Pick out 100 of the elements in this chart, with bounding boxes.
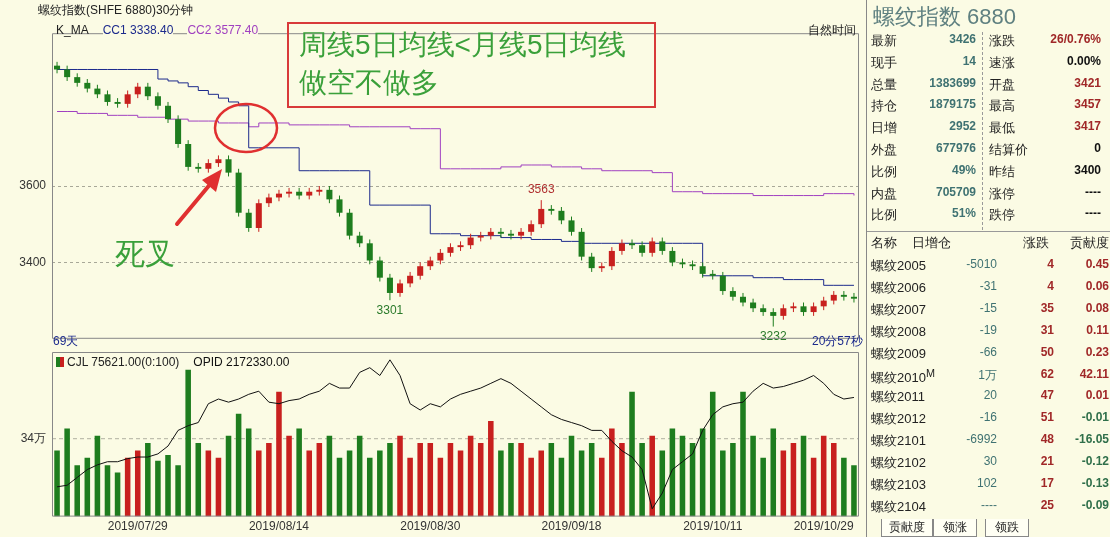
candlestick <box>366 238 373 265</box>
text: -6992 <box>966 432 997 447</box>
text: 日增 <box>871 119 897 138</box>
text: ---- <box>981 497 997 512</box>
text: -5010 <box>966 257 997 271</box>
candlestick <box>286 187 293 198</box>
text: 涨停 <box>989 184 1015 203</box>
bar <box>730 443 736 517</box>
text: -0.12 <box>1081 454 1109 469</box>
text: 3457 <box>1074 97 1101 112</box>
bar <box>538 450 545 517</box>
candlestick <box>336 195 343 218</box>
text: 外盘 <box>871 141 897 159</box>
bar <box>195 443 202 517</box>
text: 0.06 <box>1085 278 1109 293</box>
text: 51% <box>951 206 976 221</box>
text: 开盘 <box>989 75 1015 94</box>
annotation: 周线5日均线<月线5日均线做空不做多 <box>287 22 656 108</box>
bar <box>498 450 504 517</box>
text: 4 <box>1047 278 1054 293</box>
text: 30 <box>983 454 997 469</box>
x-tick-label: 2019/07/29 <box>107 519 169 534</box>
text: 26/0.76% <box>1050 32 1101 46</box>
text: 涨跌 <box>1023 234 1049 252</box>
text: 20 <box>983 388 997 403</box>
text: 677976 <box>935 141 976 155</box>
text: 705709 <box>935 184 976 199</box>
candlestick <box>245 208 252 233</box>
candlestick <box>729 286 736 302</box>
text: 领涨 <box>933 519 977 537</box>
text: 2952 <box>949 119 976 134</box>
text: 昨结 <box>989 162 1015 181</box>
text: 0.11 <box>1086 322 1109 337</box>
text: -15 <box>979 300 997 315</box>
text: 49% <box>951 162 976 177</box>
text: ---- <box>1085 184 1101 199</box>
candlestick <box>64 65 71 82</box>
bar <box>528 457 534 517</box>
text: 1万 <box>978 366 997 384</box>
bar <box>296 428 302 517</box>
text: -0.09 <box>1081 497 1109 512</box>
text: 最低 <box>989 119 1015 138</box>
text: -31 <box>979 278 997 293</box>
text: 3426 <box>949 32 976 46</box>
text: 0.00% <box>1066 53 1101 68</box>
text: CC1 3338.40 <box>102 23 174 37</box>
text: 50 <box>1040 344 1054 359</box>
candlestick <box>568 216 575 237</box>
candlestick <box>719 271 726 296</box>
bar <box>54 450 60 517</box>
annotation: 69天 <box>53 333 79 350</box>
bar <box>256 450 262 517</box>
bar <box>377 450 383 517</box>
annotation: 自然时间 <box>808 22 856 39</box>
bar <box>417 443 423 517</box>
text: 日增仓 <box>912 234 951 252</box>
bar <box>841 457 847 517</box>
bar <box>831 443 837 517</box>
bar <box>709 391 716 517</box>
text: 内盘 <box>871 184 897 203</box>
text: 贡献度 <box>881 519 933 537</box>
bar <box>185 369 191 517</box>
annotation: 3563 <box>527 182 555 197</box>
text: ---- <box>1085 206 1101 221</box>
text: 跌停 <box>989 206 1015 225</box>
text: 涨跌 <box>989 32 1015 50</box>
text: 42.11 <box>1079 366 1109 381</box>
text: 102 <box>976 476 997 490</box>
annotation: 3301 <box>376 302 404 317</box>
text: 名称 <box>871 234 897 252</box>
text: 0.01 <box>1085 388 1109 403</box>
text: 螺纹2009 <box>871 344 926 363</box>
bar <box>508 443 514 517</box>
candlestick <box>185 139 192 172</box>
text: 现手 <box>871 53 897 72</box>
text: 螺纹指数 6880 <box>873 3 1017 31</box>
text: 3417 <box>1074 119 1101 134</box>
text: 比例 <box>871 162 897 181</box>
text: 螺纹2006 <box>871 278 926 297</box>
text: 总量 <box>871 75 897 94</box>
x-tick-label: 2019/10/11 <box>683 519 743 534</box>
bar <box>175 465 181 517</box>
candlestick <box>518 227 525 240</box>
text: -19 <box>979 322 997 337</box>
annotation: 3232 <box>759 328 787 343</box>
candlestick <box>164 101 172 124</box>
x-tick-label: 2019/08/14 <box>248 519 310 534</box>
bar <box>488 421 494 517</box>
bar <box>770 428 777 517</box>
candlestick <box>850 292 857 304</box>
bar <box>145 443 151 517</box>
candlestick <box>497 227 504 239</box>
text: 结算价 <box>989 141 1028 159</box>
text: 速涨 <box>989 53 1015 72</box>
text: 螺纹2005 <box>871 257 926 275</box>
bar <box>155 460 161 517</box>
text: 0.08 <box>1085 300 1109 315</box>
text: 螺纹2012 <box>871 410 926 429</box>
bar <box>407 457 413 517</box>
text: 领跌 <box>985 519 1029 537</box>
